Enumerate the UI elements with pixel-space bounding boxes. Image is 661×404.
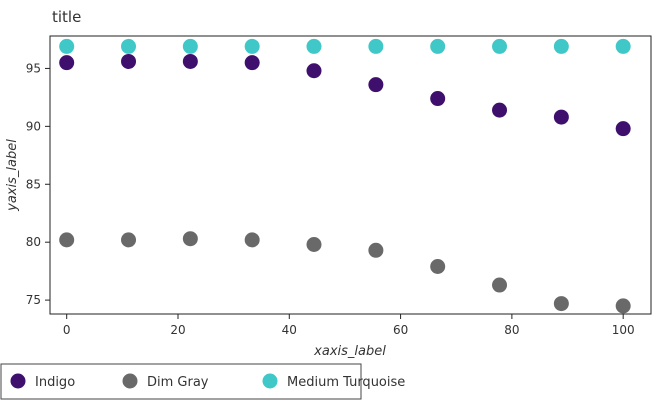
x-tick-label: 80 [504, 323, 519, 337]
y-tick-label: 75 [26, 293, 41, 307]
legend-label-medium-turquoise: Medium Turquoise [287, 375, 405, 390]
data-point-dim-gray [430, 259, 446, 275]
y-tick-label: 85 [26, 177, 41, 191]
legend: Indigo Dim Gray Medium Turquoise [10, 373, 405, 390]
plot-area [49, 35, 652, 315]
data-point-medium-turquoise [615, 38, 631, 54]
series-layer [59, 38, 631, 314]
data-point-medium-turquoise [182, 38, 198, 54]
data-point-dim-gray [615, 298, 631, 314]
data-point-medium-turquoise [306, 38, 322, 54]
data-point-indigo [430, 91, 446, 107]
legend-marker-dim-gray [122, 373, 138, 389]
data-point-indigo [121, 53, 137, 69]
y-tick-label: 95 [26, 61, 41, 75]
data-point-indigo [244, 55, 260, 71]
x-tick-label: 60 [393, 323, 408, 337]
data-point-dim-gray [244, 232, 260, 248]
legend-box [0, 363, 362, 400]
data-point-medium-turquoise [430, 38, 446, 54]
data-point-medium-turquoise [244, 38, 260, 54]
x-tick-label: 40 [282, 323, 297, 337]
data-point-indigo [59, 55, 75, 71]
data-point-indigo [306, 63, 322, 79]
legend-label-dim-gray: Dim Gray [147, 375, 209, 390]
data-point-indigo [615, 121, 631, 137]
data-point-dim-gray [553, 296, 569, 312]
y-axis: 75 80 85 90 95 [26, 61, 50, 307]
data-point-medium-turquoise [553, 38, 569, 54]
legend-label-indigo: Indigo [35, 375, 75, 390]
y-tick-label: 90 [26, 119, 41, 133]
data-point-medium-turquoise [492, 38, 508, 54]
legend-marker-medium-turquoise [262, 373, 278, 389]
data-point-dim-gray [59, 232, 75, 248]
data-point-indigo [182, 53, 198, 69]
data-point-dim-gray [121, 232, 137, 248]
data-point-indigo [368, 77, 384, 93]
data-point-medium-turquoise [59, 38, 75, 54]
legend-marker-indigo [10, 373, 26, 389]
y-axis-label: yaxis_label [5, 139, 20, 212]
data-point-dim-gray [368, 242, 384, 258]
data-point-dim-gray [306, 237, 322, 252]
data-point-dim-gray [182, 231, 198, 247]
x-tick-label: 100 [612, 323, 635, 337]
data-point-dim-gray [492, 277, 508, 293]
x-tick-label: 0 [63, 323, 71, 337]
x-axis: 0 20 40 60 80 100 [63, 314, 635, 337]
x-tick-label: 20 [170, 323, 185, 337]
data-point-medium-turquoise [121, 38, 137, 54]
y-tick-label: 80 [26, 235, 41, 249]
chart-title: title [52, 8, 81, 26]
data-point-indigo [553, 109, 569, 125]
data-point-medium-turquoise [368, 38, 384, 54]
x-axis-label: xaxis_label [313, 344, 386, 359]
data-point-indigo [492, 102, 508, 118]
